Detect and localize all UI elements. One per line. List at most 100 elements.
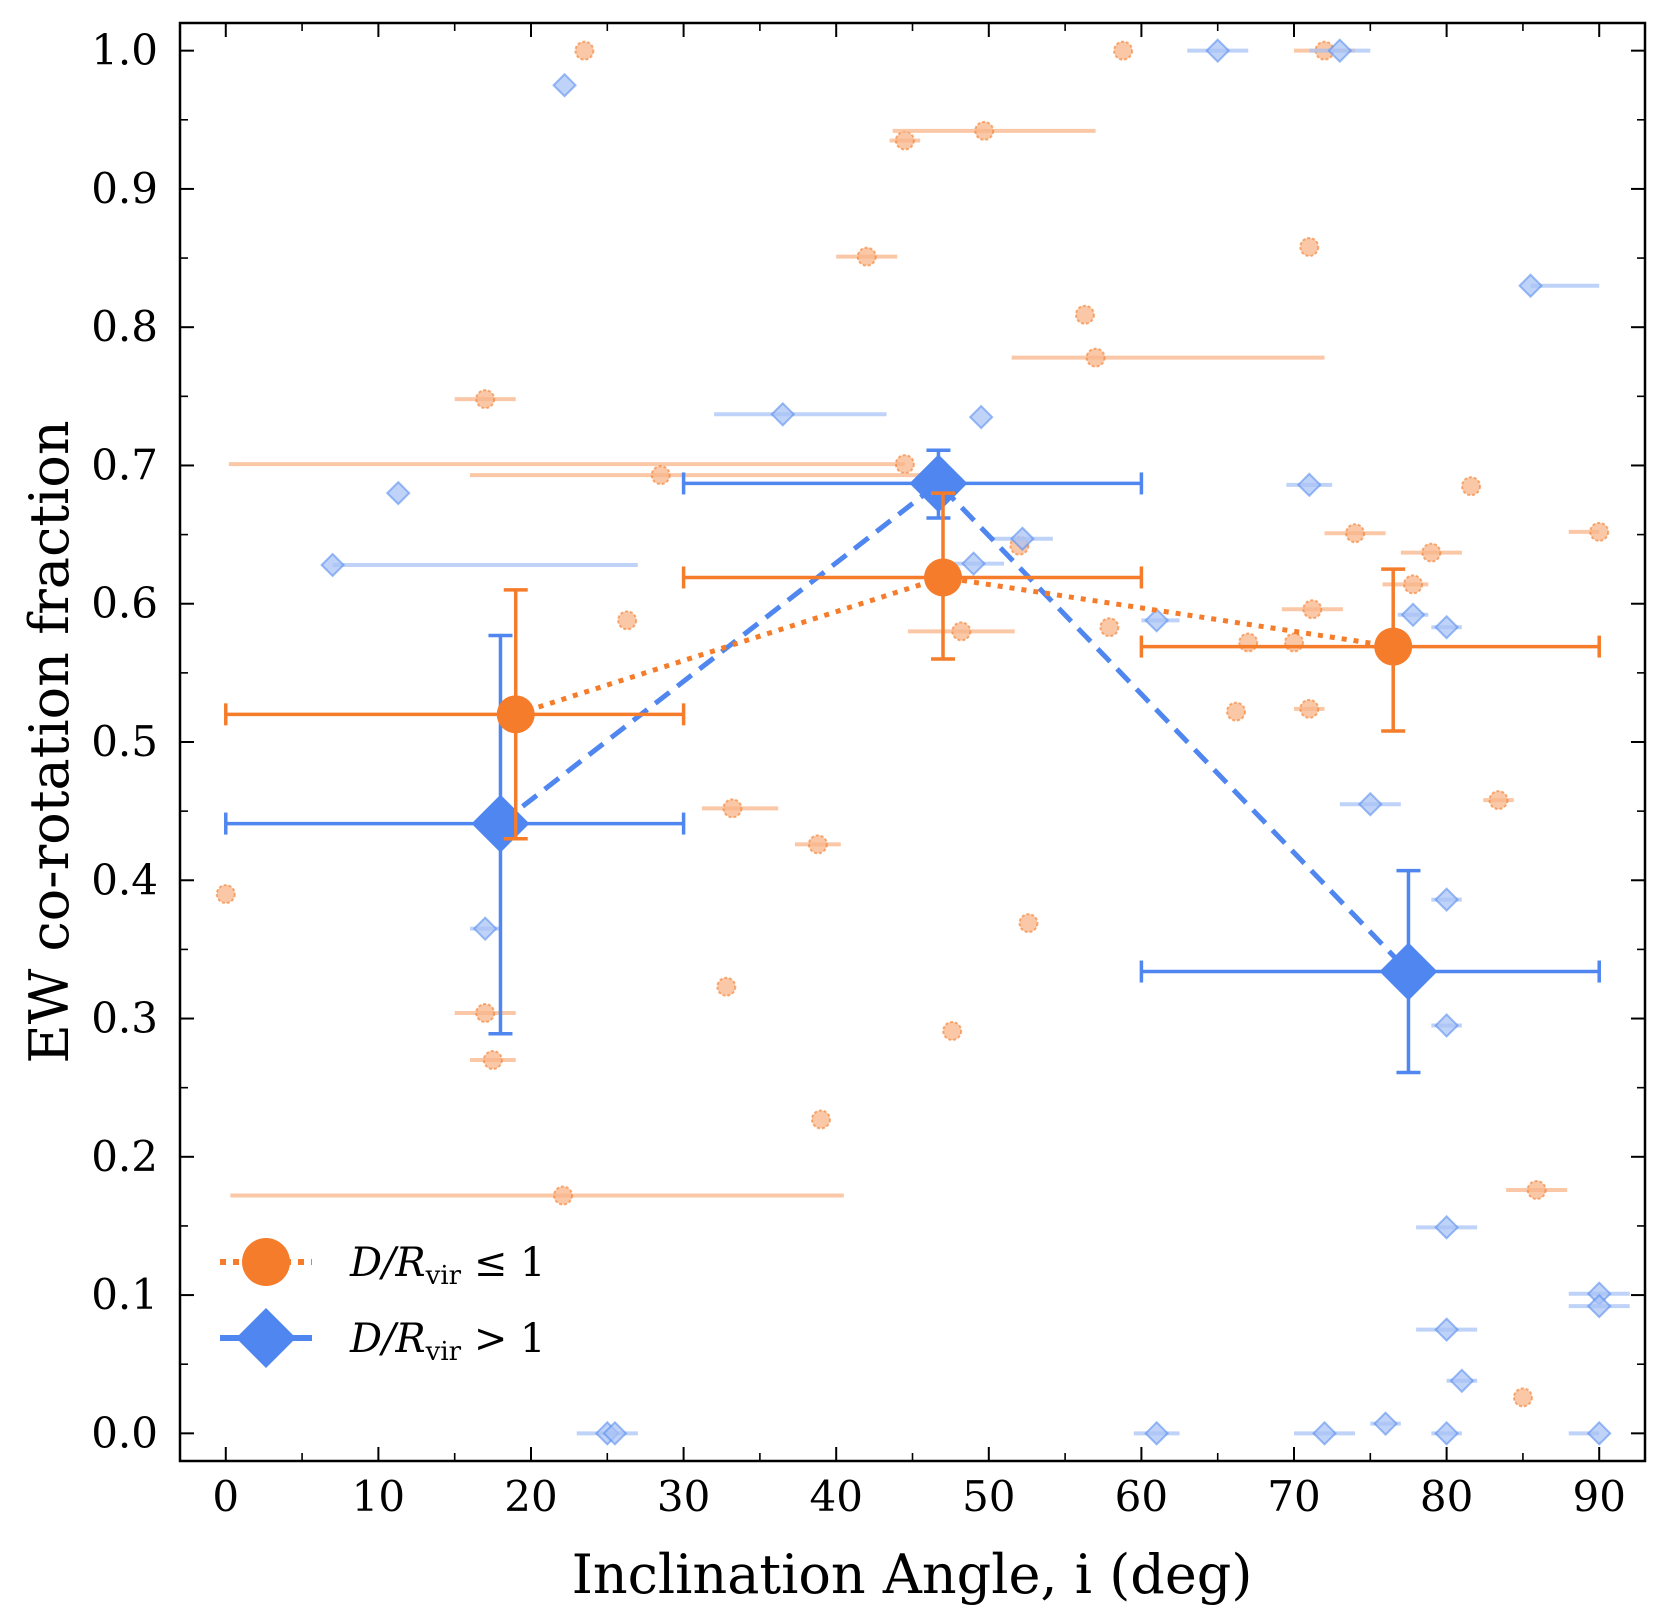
outer-point	[1205, 38, 1231, 64]
outer-point	[1434, 1013, 1460, 1038]
outer-point	[1357, 791, 1383, 817]
outer-point	[1144, 1420, 1170, 1446]
outer-point	[1296, 472, 1322, 498]
inner-point	[1074, 304, 1095, 325]
inner-binned-point	[1374, 627, 1413, 666]
y-tick-label: 0.8	[91, 302, 158, 351]
outer-point	[1434, 1420, 1460, 1446]
outer-point	[1373, 1411, 1398, 1437]
x-axis-title: Inclination Angle, i (deg)	[572, 1543, 1253, 1606]
inner-point	[856, 246, 877, 267]
outer-point	[472, 916, 498, 942]
inner-point	[807, 834, 828, 855]
data-layer	[215, 38, 1630, 1446]
inner-point	[1345, 523, 1366, 544]
legend-entry-outer: D/Rvir > 1	[220, 1308, 546, 1368]
legend-entry-inner: D/Rvir ≤ 1	[220, 1238, 546, 1291]
inner-point	[942, 1020, 963, 1041]
x-tick-label: 80	[1420, 1472, 1473, 1521]
outer-point	[1434, 1214, 1460, 1240]
outer-point	[1586, 1420, 1612, 1446]
inner-point	[1299, 236, 1320, 257]
legend-label-outer: D/Rvir > 1	[349, 1316, 546, 1367]
inner-point	[1512, 1387, 1533, 1408]
inner-binned-point	[924, 558, 963, 597]
outer-point	[1434, 614, 1460, 640]
legend-label-inner-suffix: ≤ 1	[461, 1240, 545, 1286]
outer-point	[1144, 607, 1170, 633]
legend-marker-inner	[242, 1238, 290, 1286]
inner-point	[894, 454, 915, 475]
y-tick-label: 0.7	[91, 440, 158, 489]
y-tick-label: 0.3	[91, 994, 158, 1043]
outer-point	[961, 551, 986, 577]
inner-point	[716, 976, 737, 997]
inner-point	[722, 798, 743, 819]
inner-point	[1284, 632, 1305, 653]
inner-point	[810, 1109, 831, 1130]
y-axis-title: EW co-rotation fraction	[18, 420, 81, 1063]
outer-point	[552, 72, 577, 98]
x-tick-label: 40	[809, 1472, 862, 1521]
legend-label-outer-sub: vir	[425, 1337, 462, 1367]
y-tick-label: 0.1	[91, 1270, 158, 1319]
y-tick-label: 1.0	[91, 26, 158, 75]
outer-binned-line	[498, 480, 1411, 974]
inner-point	[1099, 617, 1120, 638]
x-tick-label: 20	[504, 1472, 557, 1521]
y-tick-label: 0.9	[91, 164, 158, 213]
inner-point	[951, 621, 972, 642]
inner-point	[475, 1003, 496, 1024]
outer-point	[1586, 1293, 1612, 1319]
inner-point	[650, 465, 671, 486]
inner-point	[475, 389, 496, 410]
inner-point	[1461, 476, 1482, 497]
legend-label-inner-prefix: D/R	[349, 1240, 426, 1286]
inner-point	[894, 130, 915, 151]
outer-point	[968, 404, 994, 430]
inner-point	[574, 40, 595, 61]
outer-point	[320, 552, 346, 578]
outer-point	[1434, 887, 1460, 913]
outer-point	[1327, 38, 1353, 64]
outer-point	[770, 401, 796, 427]
inner-point	[974, 120, 995, 141]
outer-point	[1312, 1420, 1337, 1446]
tick-layer: 0 10 20 30 40 50 60 70 80 90 0.0 0.1 0.2 0.3 0.4 0.5 0.6…	[91, 23, 1645, 1521]
inner-point	[1018, 913, 1039, 934]
x-tick-label: 70	[1267, 1472, 1320, 1521]
legend-label-inner: D/Rvir ≤ 1	[349, 1240, 546, 1291]
inner-point	[617, 610, 638, 631]
inner-point	[1403, 574, 1424, 595]
x-tick-label: 90	[1572, 1472, 1625, 1521]
inner-point	[1488, 790, 1509, 811]
inner-point	[1589, 521, 1610, 542]
inner-point	[1526, 1179, 1547, 1200]
inner-point	[553, 1185, 574, 1206]
x-tick-label: 50	[962, 1472, 1015, 1521]
outer-point	[1518, 273, 1543, 299]
legend-label-outer-suffix: > 1	[461, 1316, 545, 1362]
outer-point	[1449, 1368, 1475, 1394]
outer-point	[1400, 602, 1426, 628]
inner-point	[1302, 599, 1323, 620]
y-tick-label: 0.5	[91, 717, 158, 766]
legend-label-inner-sub: vir	[425, 1261, 462, 1291]
inner-point	[1085, 347, 1106, 368]
outer-binned-point	[1379, 942, 1438, 1001]
legend-label-outer-prefix: D/R	[349, 1316, 426, 1362]
outer-point	[1434, 1317, 1460, 1343]
legend: D/Rvir ≤ 1 D/Rvir > 1	[210, 1228, 590, 1378]
outer-point	[602, 1420, 628, 1446]
y-tick-label: 0.4	[91, 855, 158, 904]
x-tick-label: 10	[352, 1472, 405, 1521]
inner-point	[1226, 701, 1247, 722]
outer-binned-point	[909, 454, 968, 513]
inner-binned-point	[496, 695, 535, 734]
outer-point	[385, 480, 411, 506]
inner-point	[1113, 40, 1134, 61]
legend-marker-outer	[236, 1308, 296, 1368]
inner-point	[1238, 632, 1259, 653]
